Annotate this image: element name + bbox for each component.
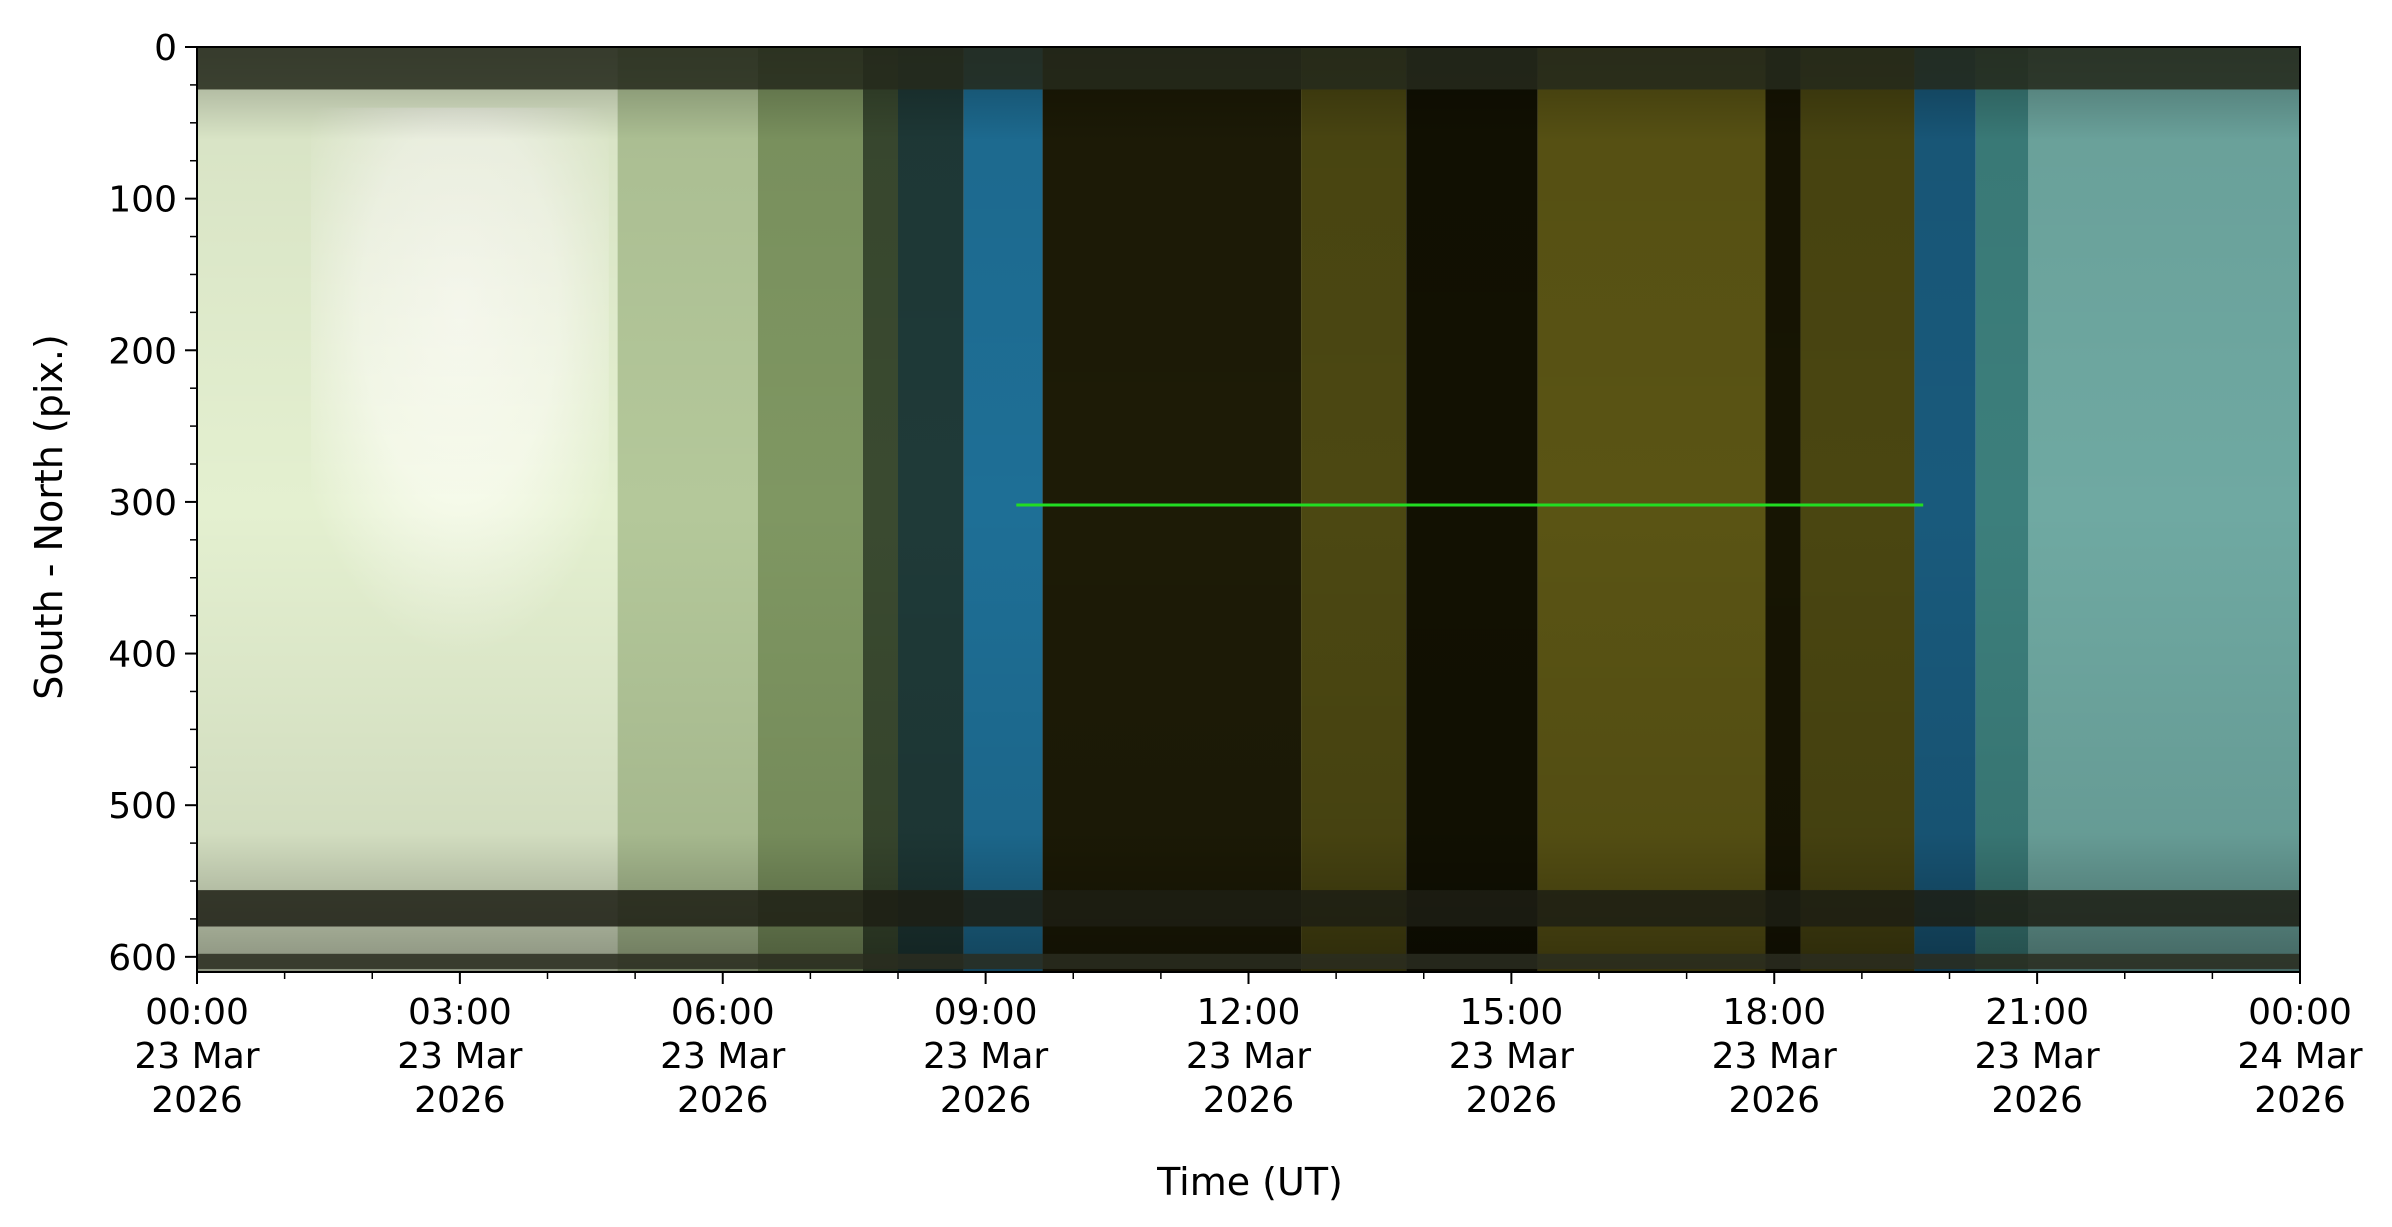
y-tick-label-500: 500 [108, 786, 177, 827]
x-tick-label-5: 15:00 23 Mar 2026 [1449, 992, 1574, 1121]
y-axis: 0 100 200 300 400 500 600 [108, 28, 197, 979]
y-tick-label-400: 400 [108, 635, 177, 676]
x-tick-label-4: 12:00 23 Mar 2026 [1186, 992, 1311, 1121]
x-axis: 00:00 23 Mar 2026 03:00 23 Mar 2026 06:00 23 Ma… [134, 972, 2363, 1121]
y-tick-label-200: 200 [108, 331, 177, 372]
x-axis-label: Time (UT) [1156, 1160, 1343, 1204]
y-tick-label-300: 300 [108, 483, 177, 524]
x-tick-label-0: 00:00 23 Mar 2026 [134, 992, 259, 1121]
x-tick-label-8: 00:00 24 Mar 2026 [2237, 992, 2362, 1121]
y-tick-label-600: 600 [108, 938, 177, 979]
y-tick-label-0: 0 [154, 28, 177, 69]
x-tick-label-6: 18:00 23 Mar 2026 [1712, 992, 1837, 1121]
horizontal-band-0 [197, 47, 2300, 90]
x-tick-label-7: 21:00 23 Mar 2026 [1975, 992, 2100, 1121]
vertical-fade [197, 47, 2300, 972]
plot-frame [196, 46, 2301, 973]
y-tick-label-100: 100 [108, 180, 177, 221]
horizontal-band-2 [197, 953, 2300, 969]
y-axis-label: South - North (pix.) [27, 334, 71, 700]
x-tick-label-1: 03:00 23 Mar 2026 [397, 992, 522, 1121]
x-tick-label-3: 09:00 23 Mar 2026 [923, 992, 1048, 1121]
horizontal-band-1 [197, 890, 2300, 927]
plot-area [197, 47, 2300, 972]
x-tick-label-2: 06:00 23 Mar 2026 [660, 992, 785, 1121]
